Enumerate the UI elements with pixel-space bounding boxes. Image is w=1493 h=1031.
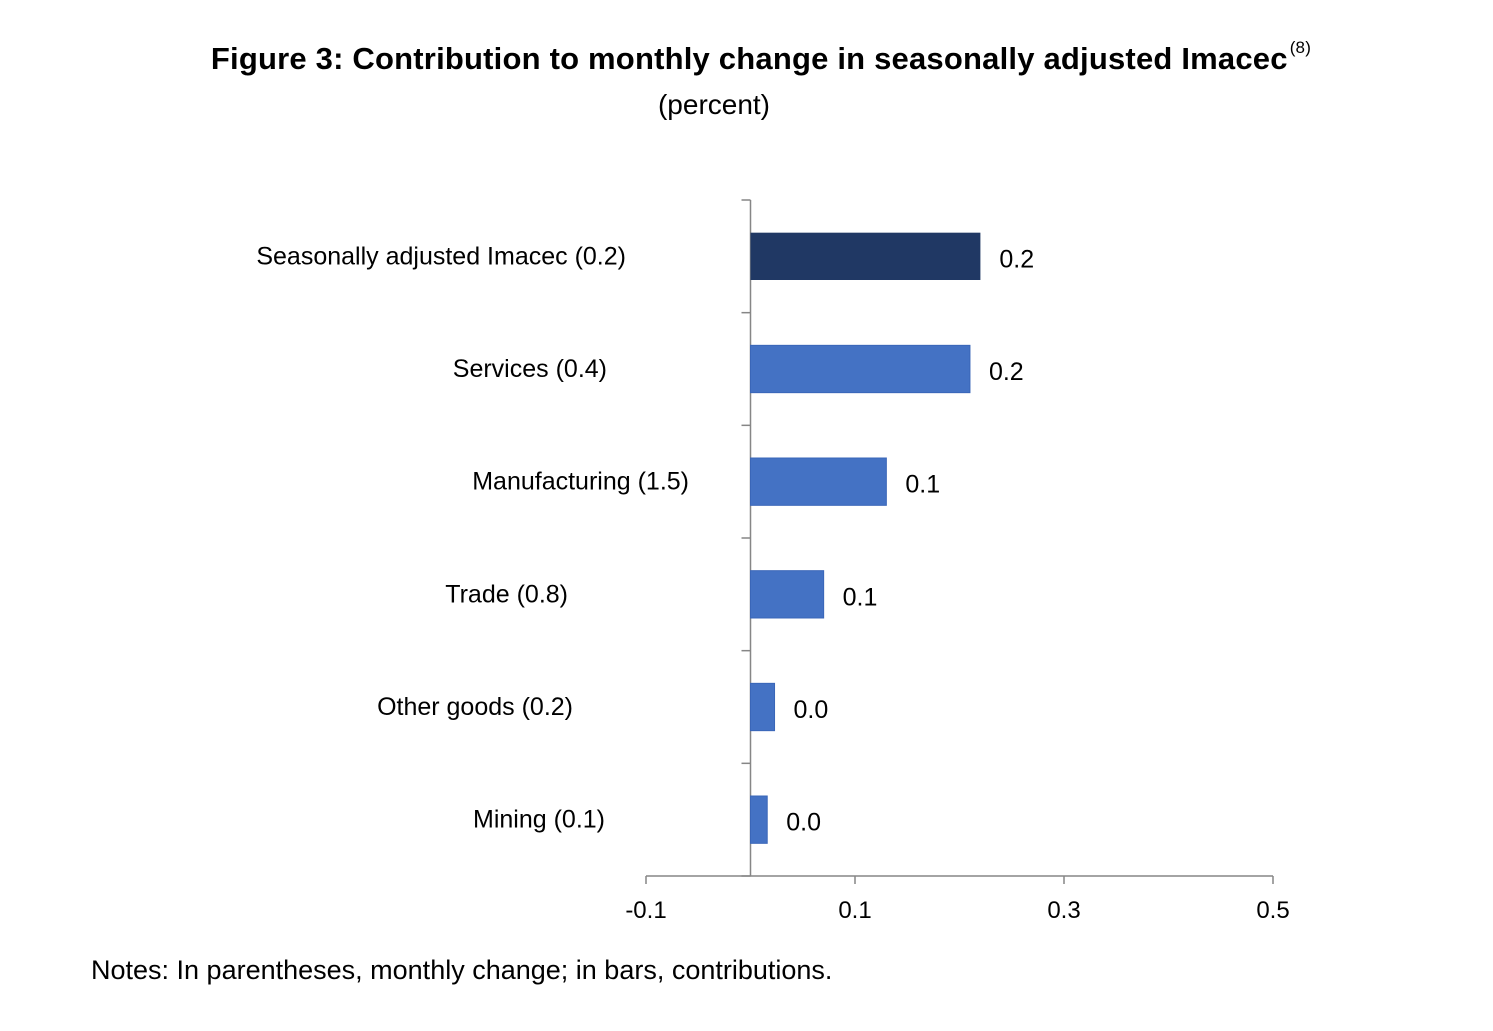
- axes: [645, 199, 1274, 884]
- x-tick-label: 0.1: [838, 897, 871, 924]
- labels: -0.1 0.1 0.3 0.5 0.2 Seasonally adjusted Imac…: [256, 242, 1289, 924]
- chart-notes: Notes: In parentheses, monthly change; i…: [91, 955, 833, 985]
- data-label: 0.1: [905, 471, 940, 499]
- category-label: Mining (0.1): [473, 806, 605, 834]
- data-label: 0.0: [786, 809, 821, 837]
- bar: [750, 344, 971, 394]
- bar: [750, 795, 768, 844]
- bar: [750, 457, 887, 506]
- bar: [750, 232, 981, 280]
- category-label: Services (0.4): [453, 355, 607, 383]
- category-label: Manufacturing (1.5): [472, 468, 689, 496]
- x-tick-label: 0.3: [1047, 897, 1080, 924]
- x-tick-label: -0.1: [625, 897, 666, 924]
- chart-subtitle: (percent): [657, 89, 771, 120]
- data-label: 0.2: [989, 358, 1024, 386]
- chart-title-text: Figure 3: Contribution to monthly change…: [210, 41, 1288, 76]
- data-label: 0.1: [843, 583, 878, 611]
- x-tick-label: 0.5: [1256, 897, 1289, 924]
- chart-title-footnote: (8): [1289, 38, 1312, 57]
- category-label: Other goods (0.2): [377, 693, 573, 721]
- data-label: 0.2: [999, 245, 1034, 273]
- bar: [750, 570, 825, 619]
- bar: [750, 682, 776, 732]
- category-label: Seasonally adjusted Imacec (0.2): [256, 242, 626, 270]
- data-label: 0.0: [794, 696, 829, 724]
- category-label: Trade (0.8): [445, 580, 568, 608]
- bars: [750, 232, 981, 844]
- chart-title: Figure 3: Contribution to monthly change…: [0, 38, 1493, 77]
